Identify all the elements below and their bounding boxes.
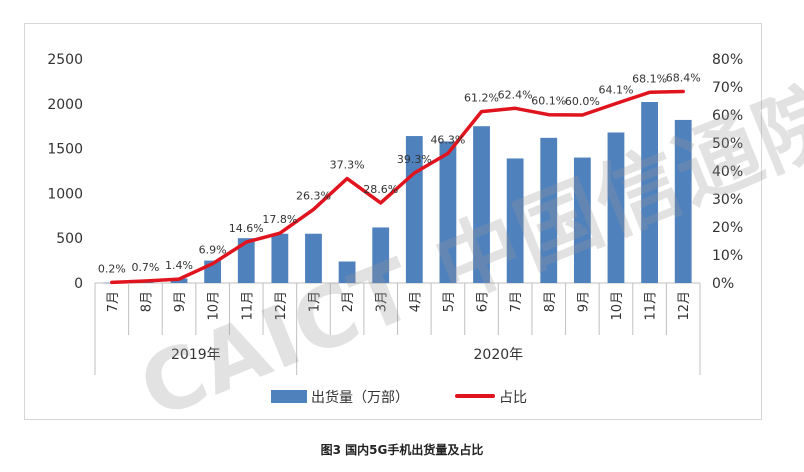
legend-bar-label: 出货量（万部） [311,389,409,406]
y-right-tick-label: 40% [712,164,743,180]
y-right-tick-label: 10% [712,248,743,264]
month-label: 9月 [576,291,591,312]
month-label: 8月 [543,291,558,312]
month-label: 12月 [274,291,289,321]
share-data-label: 61.2% [464,92,499,105]
shipment-bar [506,158,524,283]
share-data-label: 68.1% [632,72,667,85]
share-line [110,89,685,285]
chart-frame: 0 500 1000 1500 2000 2500 0% 10% 20% 30% 40% 50% 60%… [24,23,762,420]
month-label: 11月 [240,291,255,321]
shipment-bar [607,132,625,283]
y-right-tick-label: 0% [712,276,734,292]
shipment-bar [540,137,558,283]
shipment-chart: 0 500 1000 1500 2000 2500 0% 10% 20% 30% 40% 50% 60%… [47,52,743,406]
y-left-tick-label: 2000 [47,97,83,113]
shipment-bar [372,227,390,283]
month-label: 9月 [173,291,188,312]
share-data-label: 17.8% [262,213,297,226]
share-data-label: 64.1% [598,84,633,97]
shipment-bar [237,238,255,283]
share-data-label: 14.6% [229,222,264,235]
y-right-tick-label: 50% [712,136,743,152]
share-data-label: 46.3% [430,133,465,146]
month-label: 6月 [476,291,491,312]
month-label: 8月 [139,291,154,312]
month-label: 10月 [610,291,625,321]
shipment-bar [305,233,322,283]
shipment-bar [473,126,490,283]
y-right-tick-label: 80% [712,52,743,68]
year-label: 2019年 [171,347,221,363]
month-label: 4月 [408,291,423,312]
y-left-tick-label: 0 [74,276,83,292]
share-data-label: 28.6% [363,183,398,196]
month-label: 7月 [106,291,121,312]
y-left-tick-label: 1000 [47,186,83,202]
shipment-bar [674,119,692,283]
share-data-label: 62.4% [498,88,533,101]
legend-line-label: 占比 [499,390,527,406]
y-right-tick-label: 70% [712,80,743,96]
share-data-label: 60.0% [565,95,600,108]
shipment-bar [405,136,423,283]
month-label: 10月 [207,291,222,321]
shipment-bar [338,261,356,283]
shipment-bar [271,233,289,283]
month-label: 7月 [509,291,524,312]
y-left-tick-label: 1500 [47,142,83,158]
shipment-bar [439,141,457,283]
share-data-label: 37.3% [330,159,365,172]
share-data-label: 68.4% [666,71,701,84]
shipment-bar [573,157,591,283]
legend-bar-swatch [271,390,307,403]
figure-caption: 图3 国内5G手机出货量及占比 [320,443,484,457]
y-right-tick-label: 60% [712,108,743,124]
month-label: 1月 [307,291,322,312]
share-data-label: 6.9% [199,244,227,257]
month-label: 5月 [442,291,457,312]
month-label: 3月 [375,291,390,312]
share-data-label: 0.7% [131,261,159,274]
share-data-label: 39.3% [397,153,432,166]
y-right-tick-label: 20% [712,220,743,236]
month-label: 2月 [341,291,356,312]
y-right-tick-label: 30% [712,192,743,208]
y-left-tick-label: 500 [56,231,83,247]
y-left-tick-label: 2500 [47,52,83,68]
share-data-label: 26.3% [296,189,331,202]
shipment-bar [641,102,658,284]
share-data-label: 60.1% [531,95,566,108]
month-label: 12月 [677,291,692,321]
month-label: 11月 [644,291,659,321]
year-label: 2020年 [474,347,524,363]
share-data-label: 0.2% [98,262,126,275]
share-data-label: 1.4% [165,259,193,272]
